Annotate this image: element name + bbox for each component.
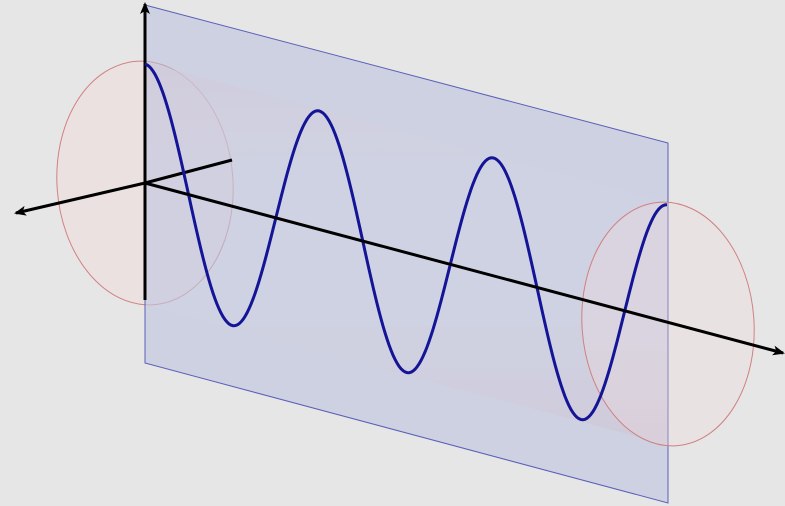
axis-propagation [144,181,785,356]
wave [144,62,668,422]
right-ellipse [581,201,755,447]
axis-left [14,181,146,216]
axis-short [144,158,233,185]
